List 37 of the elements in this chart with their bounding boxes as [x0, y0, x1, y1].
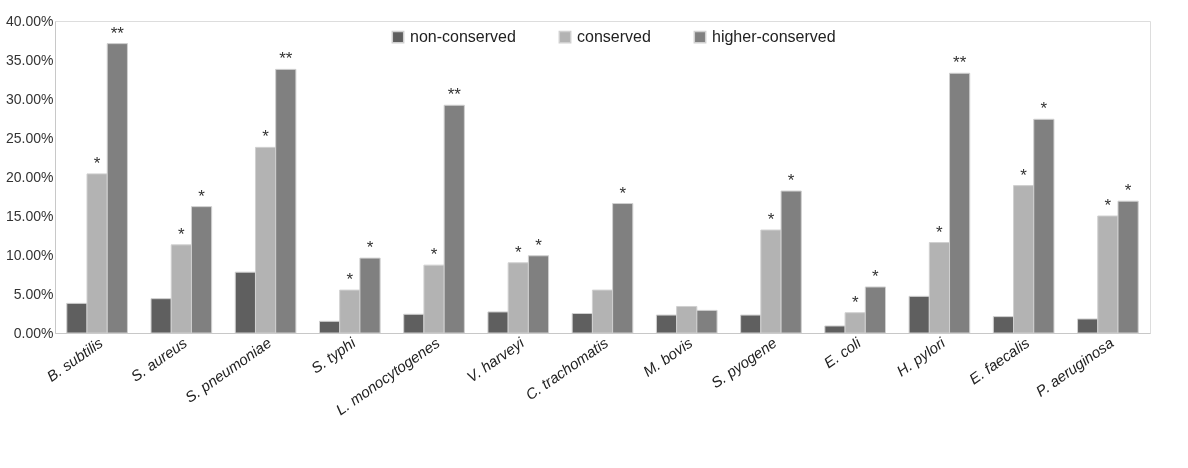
data-label: * — [346, 270, 354, 290]
y-tick-label: 30.00% — [6, 90, 54, 107]
data-label: * — [262, 127, 270, 147]
data-label: * — [198, 186, 206, 206]
data-label: * — [430, 245, 438, 265]
y-tick-label: 35.00% — [6, 51, 54, 68]
data-label: * — [851, 292, 859, 312]
data-label: * — [1040, 99, 1048, 119]
data-label: ** — [110, 23, 125, 43]
data-label: ** — [953, 53, 967, 73]
data-label: * — [767, 210, 775, 230]
legend-label: conserved — [577, 28, 651, 46]
data-label: * — [514, 242, 522, 262]
y-tick-label: 10.00% — [6, 246, 54, 263]
data-label: * — [787, 171, 795, 191]
y-tick-label: 25.00% — [6, 129, 54, 146]
data-label: * — [872, 266, 880, 286]
y-tick-label: 15.00% — [6, 207, 54, 224]
data-label: * — [1104, 196, 1112, 215]
x-tick-label: M. bovis — [639, 333, 696, 380]
data-label: * — [1124, 181, 1132, 201]
legend-label: non-conserved — [410, 28, 516, 46]
data-label: * — [619, 183, 627, 203]
y-tick-label: 0.00% — [13, 324, 54, 341]
data-label: * — [1020, 165, 1028, 185]
y-tick-label: 20.00% — [6, 168, 54, 185]
data-label: * — [93, 153, 101, 173]
data-label: * — [178, 224, 186, 244]
y-tick-label: 40.00% — [6, 12, 54, 29]
data-label: * — [936, 222, 944, 242]
legend-label: higher-conserved — [712, 28, 836, 46]
data-label: * — [366, 238, 374, 258]
y-tick-label: 5.00% — [13, 285, 54, 302]
x-tick-label: E. coli — [820, 333, 865, 372]
data-label: ** — [279, 49, 293, 69]
data-label: * — [535, 235, 543, 255]
data-label: ** — [447, 85, 462, 105]
